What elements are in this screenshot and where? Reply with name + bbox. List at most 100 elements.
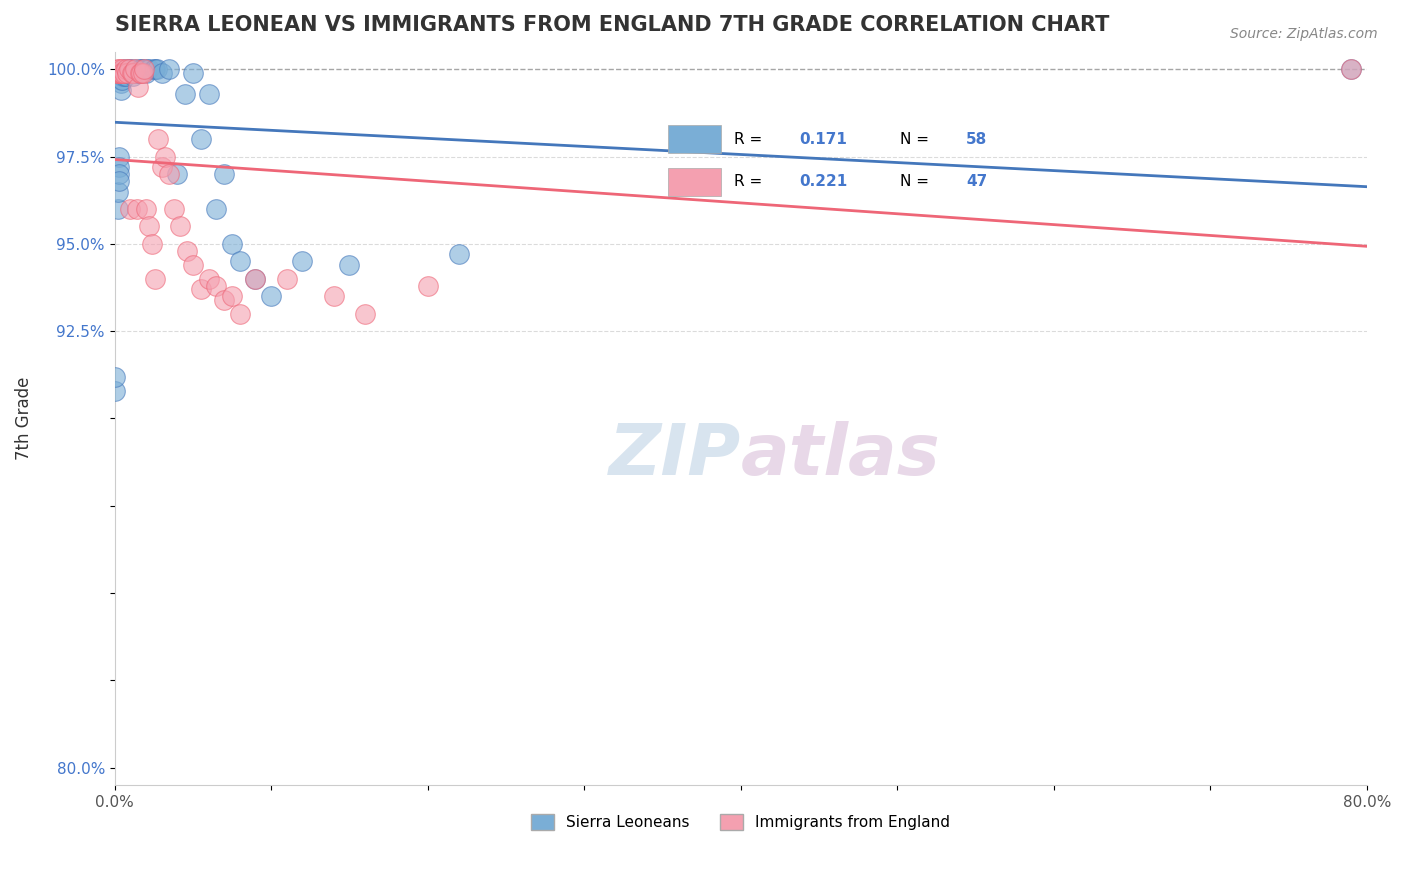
- Point: [142, 62, 165, 77]
- Point: [111, 66, 134, 80]
- Point: [138, 62, 160, 77]
- Point: [125, 66, 148, 80]
- Point: [120, 202, 142, 216]
- Point: [111, 62, 134, 77]
- Point: [115, 66, 138, 80]
- Point: [112, 66, 135, 80]
- Point: [138, 219, 160, 234]
- Point: [221, 289, 243, 303]
- Point: [169, 219, 191, 234]
- Point: [135, 66, 157, 80]
- Point: [110, 76, 132, 90]
- Point: [197, 272, 219, 286]
- Point: [260, 289, 283, 303]
- Point: [110, 66, 132, 80]
- Point: [157, 62, 180, 77]
- Point: [1340, 62, 1362, 77]
- Point: [111, 72, 134, 87]
- Point: [115, 66, 138, 80]
- Point: [124, 62, 146, 77]
- Point: [118, 66, 141, 80]
- Point: [143, 272, 166, 286]
- Point: [136, 62, 159, 77]
- Point: [110, 66, 132, 80]
- Point: [150, 160, 173, 174]
- Legend: Sierra Leoneans, Immigrants from England: Sierra Leoneans, Immigrants from England: [524, 808, 956, 836]
- Point: [107, 66, 129, 80]
- Point: [128, 62, 150, 77]
- Point: [105, 66, 128, 80]
- Point: [129, 66, 152, 80]
- Point: [205, 278, 228, 293]
- Point: [245, 272, 267, 286]
- Point: [111, 70, 134, 84]
- Point: [150, 66, 173, 80]
- Text: Source: ZipAtlas.com: Source: ZipAtlas.com: [1230, 27, 1378, 41]
- Point: [118, 62, 141, 77]
- Point: [1340, 62, 1362, 77]
- Point: [134, 62, 156, 77]
- Point: [416, 278, 439, 293]
- Point: [135, 202, 157, 216]
- Point: [197, 87, 219, 101]
- Point: [166, 167, 188, 181]
- Point: [221, 236, 243, 251]
- Point: [176, 244, 198, 258]
- Point: [118, 62, 141, 77]
- Point: [122, 70, 145, 84]
- Point: [120, 66, 142, 80]
- Point: [129, 62, 152, 77]
- Point: [291, 254, 314, 268]
- Point: [245, 272, 267, 286]
- Point: [212, 293, 235, 307]
- Point: [322, 289, 344, 303]
- Point: [108, 160, 131, 174]
- Point: [115, 66, 138, 80]
- Point: [132, 62, 155, 77]
- Point: [447, 247, 470, 261]
- Point: [354, 307, 377, 321]
- Point: [122, 66, 145, 80]
- Y-axis label: 7th Grade: 7th Grade: [15, 376, 32, 460]
- Point: [212, 167, 235, 181]
- Point: [114, 62, 136, 77]
- Point: [111, 66, 134, 80]
- Point: [111, 66, 134, 80]
- Point: [181, 258, 204, 272]
- Point: [190, 282, 212, 296]
- Point: [108, 167, 131, 181]
- Point: [108, 150, 131, 164]
- Point: [104, 369, 127, 384]
- Point: [229, 254, 252, 268]
- Point: [276, 272, 298, 286]
- Point: [125, 202, 148, 216]
- Point: [108, 66, 131, 80]
- Point: [114, 66, 136, 80]
- Point: [157, 167, 180, 181]
- Point: [122, 66, 145, 80]
- Point: [148, 132, 170, 146]
- Point: [110, 72, 132, 87]
- Point: [190, 132, 212, 146]
- Point: [112, 62, 135, 77]
- Point: [108, 62, 131, 77]
- Point: [127, 79, 149, 94]
- Text: atlas: atlas: [741, 421, 941, 490]
- Point: [124, 62, 146, 77]
- Point: [112, 66, 135, 80]
- Point: [132, 66, 155, 80]
- Point: [125, 66, 148, 80]
- Point: [114, 66, 136, 80]
- Point: [141, 236, 163, 251]
- Point: [121, 66, 143, 80]
- Point: [146, 62, 169, 77]
- Point: [107, 202, 129, 216]
- Text: SIERRA LEONEAN VS IMMIGRANTS FROM ENGLAND 7TH GRADE CORRELATION CHART: SIERRA LEONEAN VS IMMIGRANTS FROM ENGLAN…: [115, 15, 1109, 35]
- Point: [107, 62, 129, 77]
- Point: [110, 83, 132, 97]
- Point: [163, 202, 186, 216]
- Point: [143, 62, 166, 77]
- Point: [205, 202, 228, 216]
- Point: [128, 66, 150, 80]
- Point: [181, 66, 204, 80]
